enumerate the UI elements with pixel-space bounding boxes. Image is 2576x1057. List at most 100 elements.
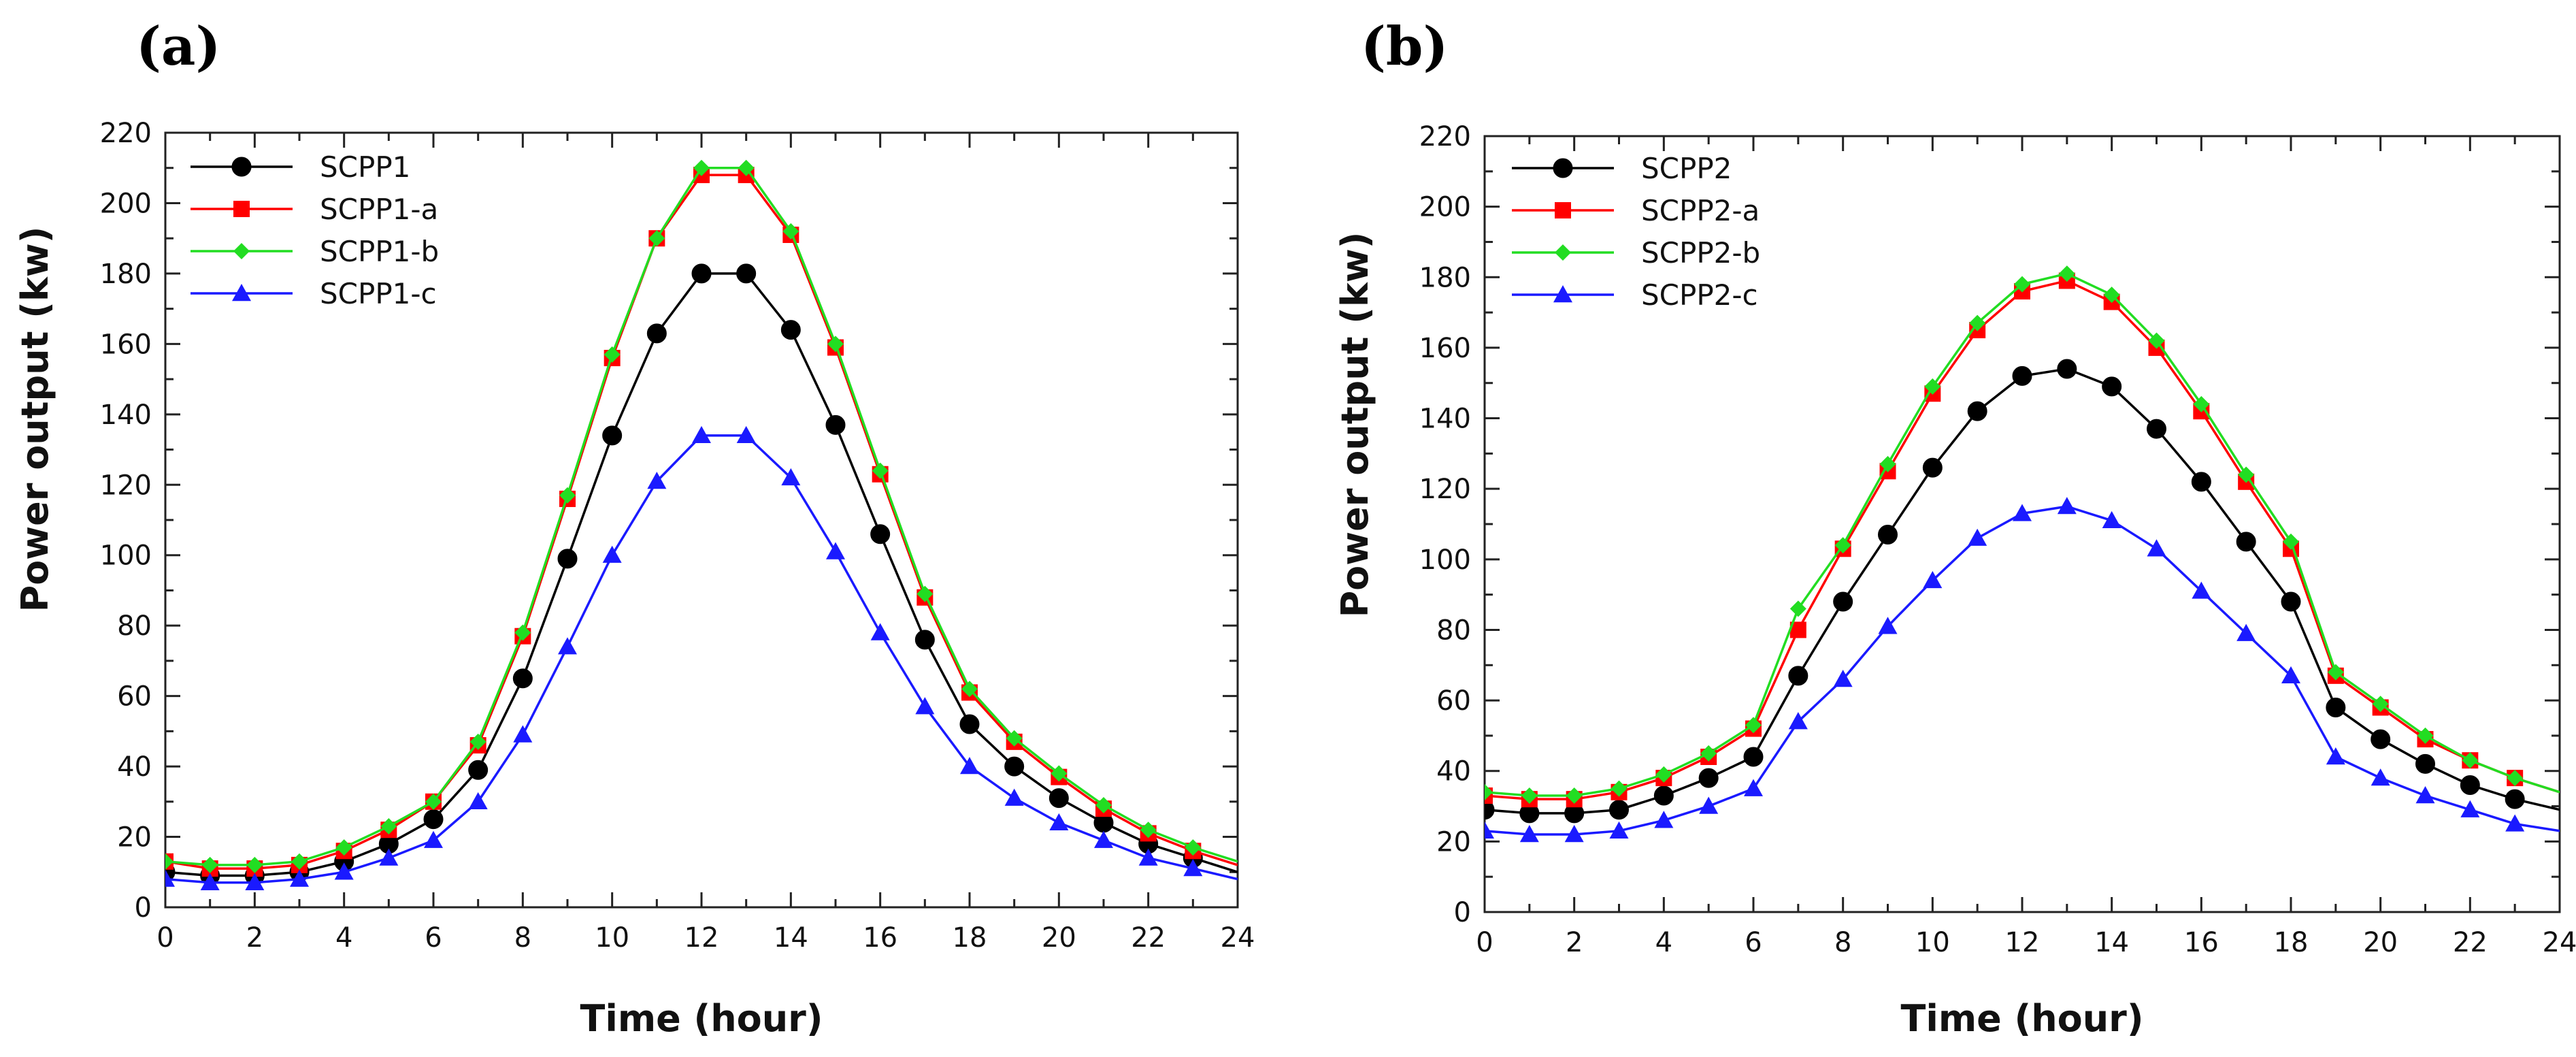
data-point-SCPP2: [1653, 785, 1674, 806]
data-point-SCPP2: [1833, 591, 1853, 612]
data-point-SCPP2-c: [2505, 814, 2525, 832]
x-axis-title-a: Time (hour): [580, 997, 823, 1040]
legend-marker: [233, 201, 250, 217]
data-point-SCPP2: [1967, 401, 1987, 421]
y-tick-label-b: 40: [1436, 756, 1471, 787]
data-point-SCPP2-b: [2058, 265, 2075, 282]
data-point-SCPP1: [1004, 756, 1025, 777]
data-point-SCPP2-b: [1969, 314, 1986, 331]
x-tick-label-b: 2: [1566, 927, 1583, 958]
x-tick-label-b: 0: [1476, 927, 1493, 958]
data-point-SCPP2-c: [1699, 796, 1719, 814]
data-point-SCPP2-c: [2415, 786, 2435, 804]
x-axis-title-b: Time (hour): [1900, 997, 2143, 1040]
data-point-SCPP1-c: [290, 869, 309, 887]
y-axis-title-a: Power output (kw): [14, 227, 56, 613]
data-point-SCPP1-c: [245, 873, 265, 890]
data-point-SCPP1: [646, 323, 667, 344]
data-point-SCPP2: [1743, 747, 1764, 767]
y-tick-label-b: 140: [1419, 404, 1471, 435]
y-tick-label-b: 20: [1436, 826, 1471, 858]
y-tick-label-a: 40: [117, 751, 152, 783]
y-tick-label-a: 160: [100, 329, 152, 360]
data-point-SCPP2: [1922, 457, 1943, 478]
data-point-SCPP1-c: [513, 725, 533, 743]
data-point-SCPP2-c: [1968, 528, 1987, 546]
data-point-SCPP1: [914, 630, 935, 650]
data-point-SCPP1: [1048, 788, 1069, 809]
x-tick-label-a: 24: [1221, 922, 1255, 954]
series-SCPP1-b: [165, 159, 1238, 873]
x-tick-label-a: 6: [425, 922, 442, 954]
data-point-SCPP2-c: [1744, 779, 1763, 796]
legend-entry-SCPP2: SCPP2: [1512, 152, 1732, 185]
legend-label: SCPP2: [1641, 152, 1732, 185]
x-tick-label-b: 10: [1915, 927, 1950, 958]
data-point-SCPP1-b: [425, 793, 442, 810]
data-point-SCPP1-c: [1138, 848, 1158, 866]
legend-entry-SCPP2-a: SCPP2-a: [1512, 194, 1760, 227]
y-tick-label-a: 200: [100, 188, 152, 219]
data-point-SCPP1: [959, 714, 980, 734]
data-point-SCPP2-c: [1878, 617, 1898, 634]
plot-area-b: 0 2 4 6 8 10 12 14 16 18 20 22 240204060801001201401…: [1419, 121, 2576, 958]
data-point-SCPP1-c: [558, 637, 577, 655]
y-tick-label-a: 60: [117, 681, 152, 713]
legend-marker: [233, 243, 250, 259]
data-point-SCPP1-c: [200, 873, 220, 890]
data-point-SCPP1-b: [335, 839, 352, 856]
data-point-SCPP2-b: [1655, 766, 1672, 783]
data-point-SCPP1-b: [917, 585, 934, 602]
panel-label-a: (a): [136, 16, 220, 78]
data-point-SCPP2: [1485, 800, 1495, 820]
data-point-SCPP1-c: [468, 792, 488, 810]
series-SCPP2-c: [1485, 497, 2560, 843]
data-point-SCPP1-c: [647, 472, 667, 489]
y-tick-label-a: 180: [100, 259, 152, 290]
y-tick-label-b: 160: [1419, 333, 1471, 364]
data-point-SCPP1: [423, 809, 444, 830]
data-point-SCPP2-c: [1609, 821, 1629, 839]
data-point-SCPP1: [780, 320, 801, 340]
x-tick-label-b: 6: [1745, 927, 1762, 958]
data-point-SCPP1: [691, 263, 712, 284]
data-point-SCPP1-b: [1185, 839, 1202, 856]
data-point-SCPP2-c: [2371, 768, 2390, 786]
legend-entry-SCPP1: SCPP1: [191, 150, 410, 184]
data-point-SCPP2-b: [2417, 727, 2434, 744]
panel-label-b: (b): [1361, 16, 1448, 78]
data-point-SCPP1-c: [602, 545, 622, 563]
data-point-SCPP2: [2102, 376, 2122, 397]
data-point-SCPP1: [512, 668, 533, 689]
legend-entry-SCPP1-c: SCPP1-c: [191, 277, 437, 310]
data-point-SCPP1-b: [514, 624, 531, 641]
data-point-SCPP1-c: [692, 425, 711, 444]
plot-area-a: 0 2 4 6 8 10 12 14 16 18 20 22 240204060801001201401…: [100, 118, 1255, 954]
data-point-SCPP2-c: [2102, 510, 2121, 529]
chart-panel-a: (a) 0 2 4 6 8 10 12 14 16 18 20 22 24020406080100120…: [14, 16, 1255, 1040]
data-point-SCPP2: [2191, 472, 2211, 492]
y-tick-label-b: 220: [1419, 121, 1471, 152]
data-point-SCPP2-b: [1521, 787, 1538, 804]
data-point-SCPP1-c: [960, 757, 979, 775]
data-point-SCPP1-b: [961, 681, 978, 698]
legend-marker: [1555, 202, 1571, 218]
data-point-SCPP2: [2505, 789, 2525, 809]
data-point-SCPP2-c: [2192, 581, 2211, 599]
data-point-SCPP1-b: [1051, 765, 1068, 782]
data-point-SCPP1-c: [781, 468, 801, 486]
data-point-SCPP2-b: [2462, 752, 2479, 769]
x-tick-label-b: 20: [2363, 927, 2398, 958]
data-point-SCPP2-b: [1485, 783, 1493, 800]
data-point-SCPP1-b: [165, 853, 174, 870]
data-point-SCPP2-c: [1654, 811, 1674, 828]
data-point-SCPP2: [2460, 775, 2480, 795]
data-point-SCPP1-b: [559, 487, 576, 504]
legend-label: SCPP1: [320, 150, 410, 184]
data-point-SCPP2-b: [2238, 466, 2255, 483]
x-tick-label-a: 8: [514, 922, 531, 954]
data-point-SCPP1: [870, 524, 891, 544]
data-point-SCPP1-b: [693, 159, 710, 176]
legend-label: SCPP2-a: [1641, 194, 1760, 227]
